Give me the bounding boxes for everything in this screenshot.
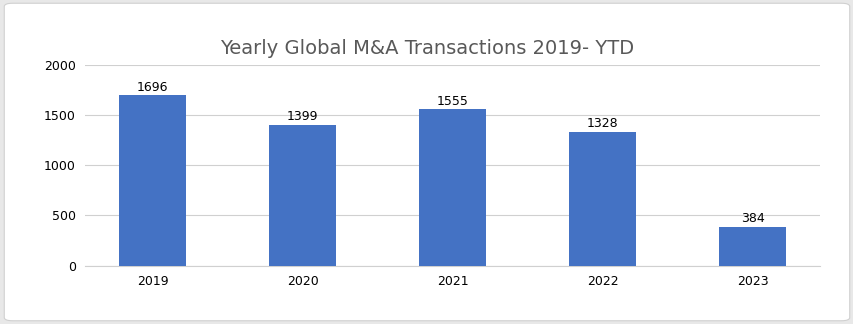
Text: 1696: 1696 <box>136 81 168 94</box>
Legend: Global M&A Transactions: Global M&A Transactions <box>355 321 549 324</box>
Bar <box>119 95 186 266</box>
Bar <box>418 110 486 266</box>
Text: Yearly Global M&A Transactions 2019- YTD: Yearly Global M&A Transactions 2019- YTD <box>220 39 633 58</box>
Text: 1399: 1399 <box>287 110 318 123</box>
Text: 1555: 1555 <box>436 95 468 108</box>
Text: 384: 384 <box>740 212 763 225</box>
Bar <box>718 227 786 266</box>
Bar <box>568 132 635 266</box>
Bar <box>269 125 336 266</box>
Text: 1328: 1328 <box>586 118 618 131</box>
